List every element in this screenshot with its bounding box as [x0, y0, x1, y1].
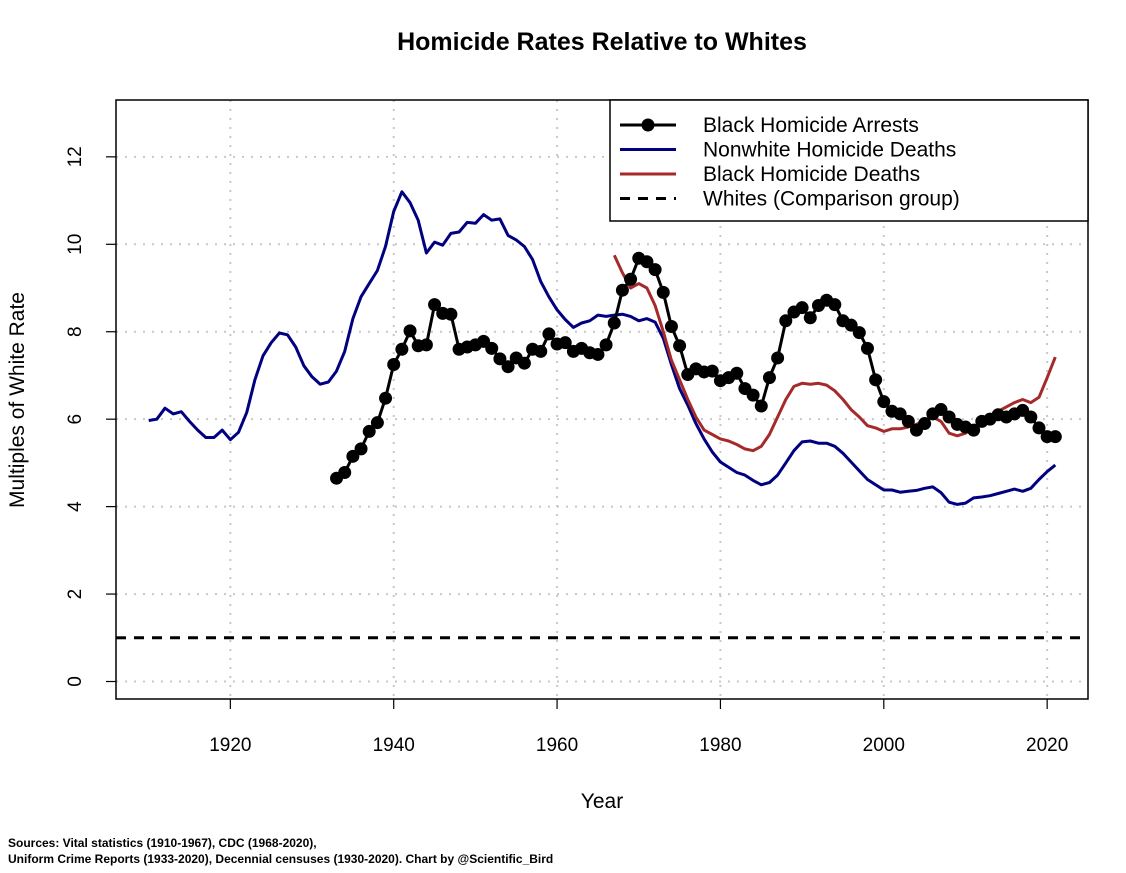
x-tick-label: 2000: [863, 735, 905, 756]
data-point: [852, 326, 866, 340]
data-point: [493, 352, 507, 366]
data-point: [1024, 410, 1038, 424]
data-point: [1048, 430, 1062, 444]
y-tick-label: 0: [65, 676, 86, 687]
y-tick-label: 10: [65, 234, 86, 255]
data-point: [485, 341, 499, 355]
data-point: [615, 283, 629, 297]
data-point: [444, 307, 458, 321]
legend-swatch-marker: [641, 118, 655, 132]
y-tick-label: 2: [65, 589, 86, 600]
x-axis-title: Year: [581, 790, 623, 813]
data-point: [918, 417, 932, 431]
data-point: [779, 314, 793, 328]
series-points: [330, 251, 1062, 485]
legend-label: Whites (Comparison group): [703, 188, 960, 211]
y-tick-label: 6: [65, 414, 86, 425]
y-axis: 0 2 4 6 8 10 12: [65, 146, 116, 687]
data-point: [656, 285, 670, 299]
y-axis-title: Multiples of White Rate: [6, 292, 29, 508]
series-line-nonwhite-homicide-deaths: [148, 190, 1057, 506]
legend-label: Black Homicide Arrests: [703, 114, 919, 137]
data-point: [648, 263, 662, 277]
y-tick-label: 12: [65, 146, 86, 167]
data-point: [387, 358, 401, 372]
legend-label: Black Homicide Deaths: [703, 163, 920, 186]
data-point: [517, 356, 531, 370]
data-point: [746, 388, 760, 402]
data-point: [419, 338, 433, 352]
x-tick-label: 1940: [373, 735, 415, 756]
sources-note: Sources: Vital statistics (1910-1967), C…: [8, 835, 553, 867]
data-point: [771, 351, 785, 365]
data-point: [607, 316, 621, 330]
plot-frame: [115, 99, 1089, 700]
data-point: [338, 466, 352, 480]
data-point: [640, 255, 654, 269]
x-tick-label: 1920: [209, 735, 251, 756]
data-point: [362, 424, 376, 438]
legend-box: [609, 99, 1089, 222]
data-point: [624, 272, 638, 286]
data-point: [860, 341, 874, 355]
data-point: [828, 298, 842, 312]
data-point: [428, 298, 442, 312]
x-tick-label: 2020: [1026, 735, 1068, 756]
data-point: [730, 366, 744, 380]
y-tick-label: 8: [65, 326, 86, 337]
x-tick-label: 1960: [536, 735, 578, 756]
chart-title: Homicide Rates Relative to Whites: [397, 28, 807, 56]
data-point: [501, 360, 515, 374]
y-tick-label: 4: [65, 501, 86, 512]
data-point: [901, 414, 915, 428]
data-point: [967, 423, 981, 437]
data-point: [754, 399, 768, 413]
data-point: [370, 416, 384, 430]
sources-line-1: Sources: Vital statistics (1910-1967), C…: [8, 836, 317, 850]
data-point: [869, 373, 883, 387]
data-point: [542, 327, 556, 341]
data-point: [803, 311, 817, 325]
data-point: [795, 301, 809, 315]
data-point: [599, 338, 613, 352]
data-point: [558, 336, 572, 350]
data-point: [534, 344, 548, 358]
data-point: [762, 371, 776, 385]
data-point: [664, 319, 678, 333]
legend-label: Nonwhite Homicide Deaths: [703, 139, 956, 162]
x-axis: 1920 1940 1960 1980 2000 2020: [209, 699, 1068, 756]
x-tick-label: 1980: [699, 735, 741, 756]
sources-line-2: Uniform Crime Reports (1933-2020), Decen…: [8, 852, 554, 866]
data-point: [403, 324, 417, 338]
data-point: [877, 395, 891, 409]
data-point: [379, 391, 393, 405]
data-point: [1032, 421, 1046, 435]
data-point: [673, 339, 687, 353]
data-point: [591, 347, 605, 361]
data-point: [705, 364, 719, 378]
data-point: [354, 442, 368, 456]
data-point: [395, 342, 409, 356]
